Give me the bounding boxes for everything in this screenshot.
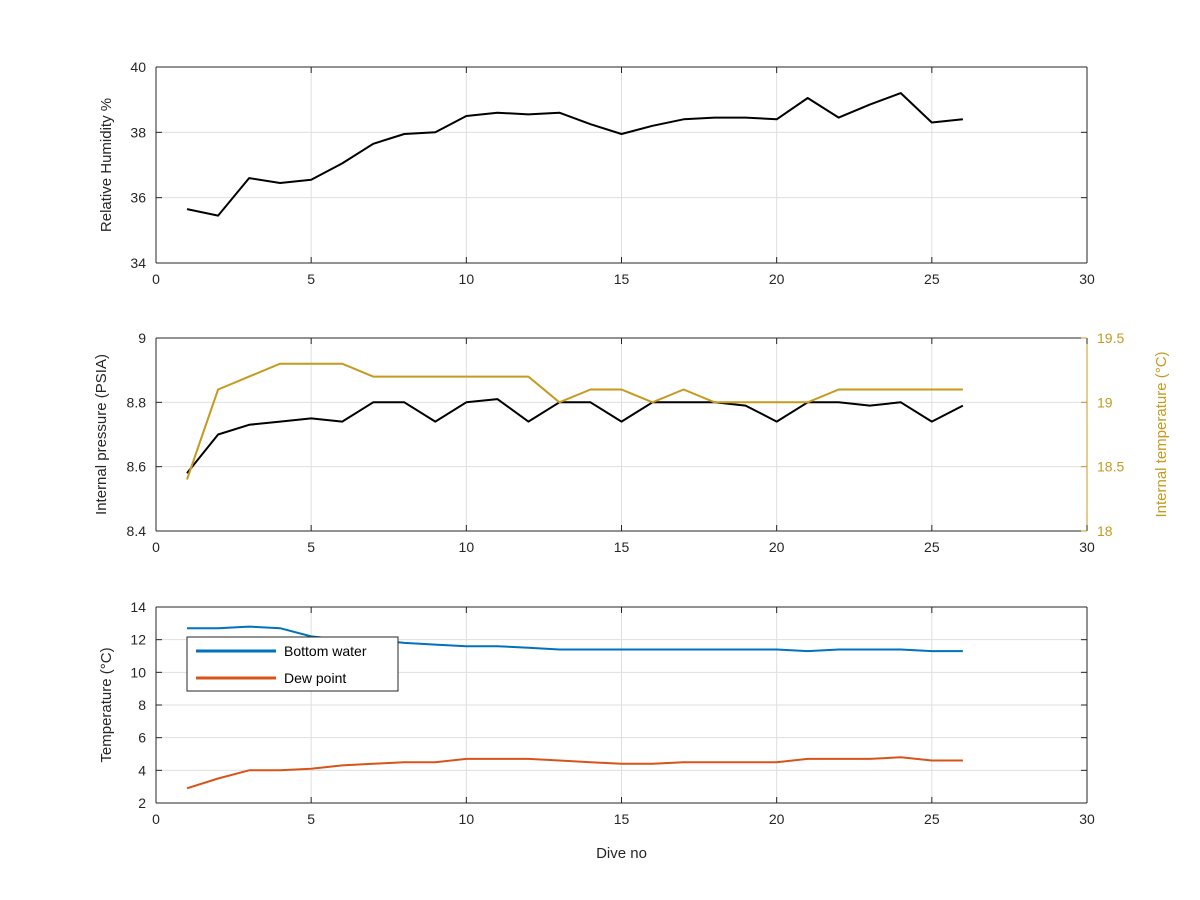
y-tick-label: 2 <box>138 795 146 811</box>
x-tick-label: 15 <box>614 811 630 827</box>
x-tick-label: 25 <box>924 271 940 287</box>
y-axis-label: Temperature (°C) <box>98 647 115 762</box>
y-tick-label: 10 <box>130 664 146 680</box>
y-tick-label: 8 <box>138 697 146 713</box>
y2-axis-label: Internal temperature (°C) <box>1153 351 1170 517</box>
x-axis-label: Dive no <box>596 845 647 862</box>
y-tick-label: 8.8 <box>127 394 147 410</box>
x-tick-label: 10 <box>459 539 475 555</box>
x-tick-label: 30 <box>1079 811 1095 827</box>
y-tick-label: 9 <box>138 330 146 346</box>
x-tick-label: 20 <box>769 539 785 555</box>
y2-tick-label: 18.5 <box>1097 459 1124 475</box>
x-tick-label: 10 <box>459 271 475 287</box>
y-tick-label: 4 <box>138 762 146 778</box>
y-tick-label: 34 <box>130 255 146 271</box>
x-tick-label: 0 <box>152 539 160 555</box>
x-tick-label: 20 <box>769 811 785 827</box>
series-line-1 <box>186 398 964 474</box>
panel-2: 0 5 10 15 20 25 30 8.4 8.6 8.8 9 18 18.5 19 19.5 Intern… <box>93 330 1170 555</box>
x-tick-label: 0 <box>152 271 160 287</box>
y-tick-label: 14 <box>130 599 146 615</box>
y-tick-label: 12 <box>130 632 146 648</box>
series-line-dew-point <box>186 756 963 790</box>
x-tick-label: 15 <box>614 539 630 555</box>
x-tick-label: 25 <box>924 811 940 827</box>
panel-1: 0 5 10 15 20 25 30 34 36 38 40 Relative Humidity % <box>98 59 1095 287</box>
x-tick-label: 10 <box>459 811 475 827</box>
y-tick-label: 8.4 <box>127 523 147 539</box>
y2-tick-label: 19.5 <box>1097 330 1124 346</box>
legend-label: Bottom water <box>284 643 367 659</box>
y-tick-label: 6 <box>138 730 146 746</box>
x-tick-label: 15 <box>614 271 630 287</box>
x-tick-label: 30 <box>1079 539 1095 555</box>
series-line-1 <box>186 92 964 217</box>
y-tick-label: 8.6 <box>127 459 147 475</box>
legend-label: Dew point <box>284 670 346 686</box>
legend-box <box>186 636 399 692</box>
y-axis-label: Relative Humidity % <box>98 98 115 232</box>
x-tick-label: 30 <box>1079 271 1095 287</box>
x-tick-label: 5 <box>307 811 315 827</box>
x-tick-label: 25 <box>924 539 940 555</box>
series-line-2 <box>186 362 963 480</box>
y-tick-label: 40 <box>130 59 146 75</box>
y-tick-label: 38 <box>130 124 146 140</box>
y2-tick-label: 19 <box>1097 394 1113 410</box>
y-axis-label: Internal pressure (PSIA) <box>93 354 110 515</box>
legend: Bottom water Dew point <box>186 636 399 692</box>
y2-tick-label: 18 <box>1097 523 1113 539</box>
x-tick-label: 20 <box>769 271 785 287</box>
panel-3: 0 5 10 15 20 25 30 2 4 6 8 10 12 14 Temperature (°C) Di… <box>98 599 1095 862</box>
x-tick-label: 5 <box>307 539 315 555</box>
y-tick-label: 36 <box>130 190 146 206</box>
x-tick-label: 0 <box>152 811 160 827</box>
x-tick-label: 5 <box>307 271 315 287</box>
